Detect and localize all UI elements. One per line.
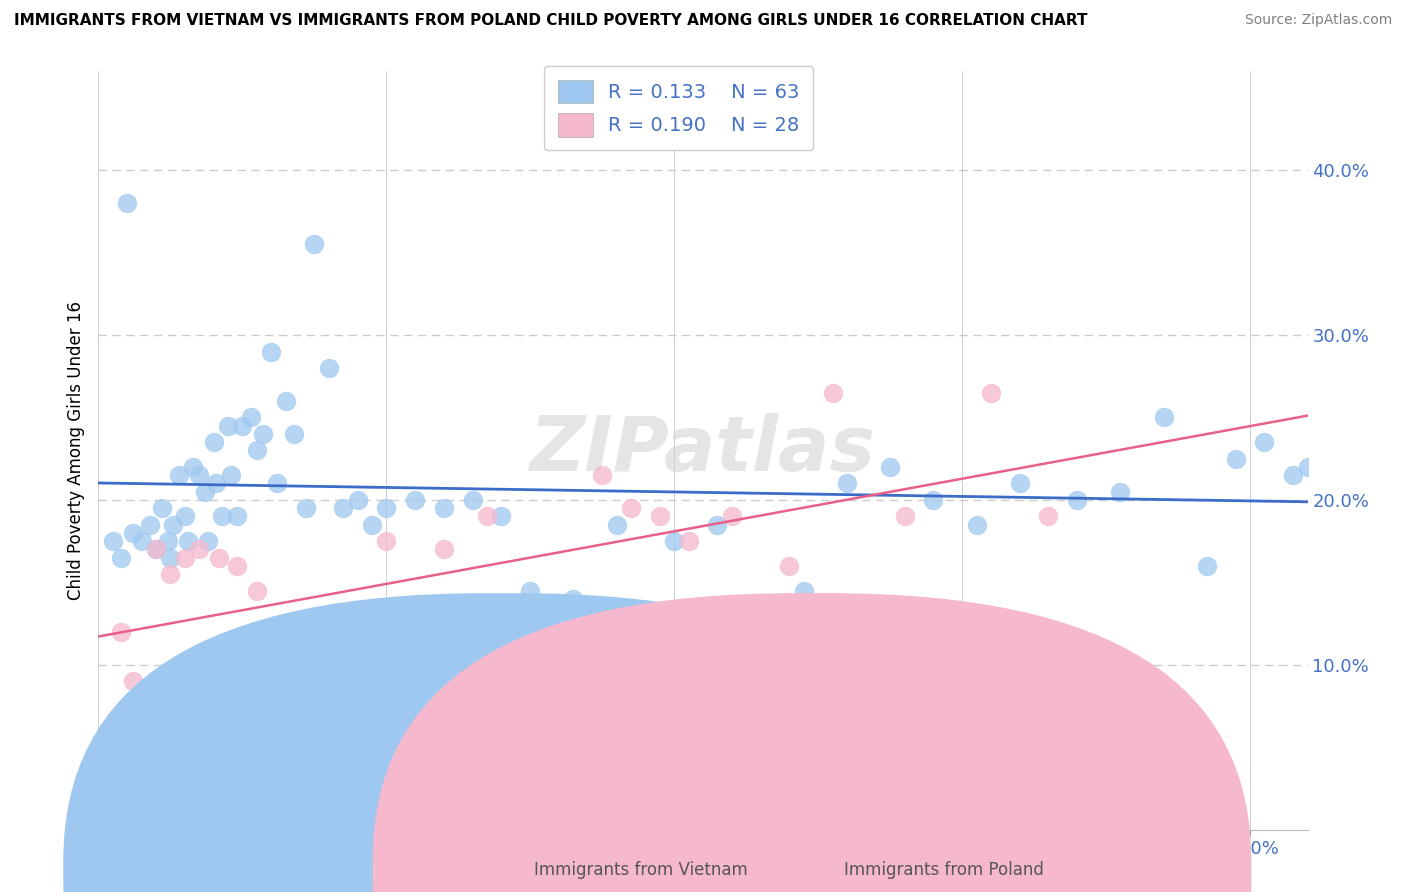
Point <box>1153 410 1175 425</box>
Point <box>294 501 316 516</box>
Point <box>231 418 253 433</box>
Point <box>288 674 311 689</box>
Point <box>159 550 181 565</box>
Point <box>591 468 613 483</box>
Point <box>225 558 247 573</box>
Point <box>332 501 354 516</box>
Point <box>1282 468 1305 483</box>
Point <box>131 534 153 549</box>
Point <box>274 394 297 409</box>
Point <box>260 674 283 689</box>
Point <box>145 542 167 557</box>
Point <box>225 509 247 524</box>
Y-axis label: Child Poverty Among Girls Under 16: Child Poverty Among Girls Under 16 <box>66 301 84 600</box>
Point <box>966 517 988 532</box>
Point <box>304 237 326 252</box>
Point <box>101 534 124 549</box>
Point <box>1195 558 1218 573</box>
Point <box>980 385 1002 400</box>
Point <box>122 525 145 540</box>
Point <box>519 583 541 598</box>
Point <box>1296 459 1319 474</box>
Point <box>1225 451 1247 466</box>
Point <box>706 517 728 532</box>
Point <box>252 427 274 442</box>
Point <box>1253 435 1275 450</box>
Point <box>183 459 205 474</box>
Point <box>1038 509 1060 524</box>
Point <box>173 509 195 524</box>
Point <box>620 501 643 516</box>
Point <box>1066 492 1088 507</box>
Point <box>720 509 742 524</box>
Point <box>219 468 242 483</box>
Point <box>461 492 484 507</box>
Point <box>648 509 671 524</box>
Point <box>110 550 132 565</box>
Legend: R = 0.133    N = 63, R = 0.190    N = 28: R = 0.133 N = 63, R = 0.190 N = 28 <box>544 66 814 151</box>
Point <box>375 501 398 516</box>
Point <box>208 550 231 565</box>
Point <box>162 517 184 532</box>
Text: ZIPatlas: ZIPatlas <box>530 414 876 487</box>
Point <box>173 550 195 565</box>
Point <box>246 443 269 458</box>
Point <box>122 674 145 689</box>
Point <box>879 459 901 474</box>
Point <box>793 583 815 598</box>
Point <box>283 427 305 442</box>
Point <box>835 476 858 491</box>
Point <box>194 484 217 499</box>
Point <box>519 657 541 672</box>
Point <box>318 361 340 376</box>
Point <box>1008 476 1031 491</box>
Text: Immigrants from Poland: Immigrants from Poland <box>844 861 1043 879</box>
Point <box>110 624 132 639</box>
Point <box>176 534 198 549</box>
Point <box>433 542 456 557</box>
Point <box>167 468 190 483</box>
Point <box>115 196 138 211</box>
Point <box>246 583 269 598</box>
Point <box>332 682 354 697</box>
Point <box>778 558 800 573</box>
Point <box>188 542 211 557</box>
Point <box>205 476 228 491</box>
Point <box>156 534 179 549</box>
Text: Immigrants from Vietnam: Immigrants from Vietnam <box>534 861 748 879</box>
Point <box>266 476 288 491</box>
Point <box>375 534 398 549</box>
Point <box>159 567 181 582</box>
Point <box>139 517 162 532</box>
Point <box>145 542 167 557</box>
Point <box>211 509 233 524</box>
Point <box>150 501 173 516</box>
Point <box>260 344 283 359</box>
Point <box>678 534 700 549</box>
Point <box>240 410 263 425</box>
Point <box>562 591 585 606</box>
Point <box>821 385 844 400</box>
Text: IMMIGRANTS FROM VIETNAM VS IMMIGRANTS FROM POLAND CHILD POVERTY AMONG GIRLS UNDE: IMMIGRANTS FROM VIETNAM VS IMMIGRANTS FR… <box>14 13 1088 29</box>
Point <box>202 723 225 738</box>
Point <box>404 492 426 507</box>
Point <box>922 492 945 507</box>
Point <box>548 674 571 689</box>
Point <box>606 517 628 532</box>
Point <box>749 608 772 623</box>
Point <box>188 468 211 483</box>
Point <box>664 534 686 549</box>
Point <box>1109 484 1132 499</box>
Point <box>475 509 498 524</box>
Point <box>491 509 513 524</box>
Point <box>197 534 219 549</box>
Point <box>217 418 239 433</box>
Point <box>361 517 384 532</box>
Point <box>346 492 368 507</box>
Point <box>893 509 915 524</box>
Point <box>202 435 225 450</box>
Point <box>433 501 456 516</box>
Text: Source: ZipAtlas.com: Source: ZipAtlas.com <box>1244 13 1392 28</box>
